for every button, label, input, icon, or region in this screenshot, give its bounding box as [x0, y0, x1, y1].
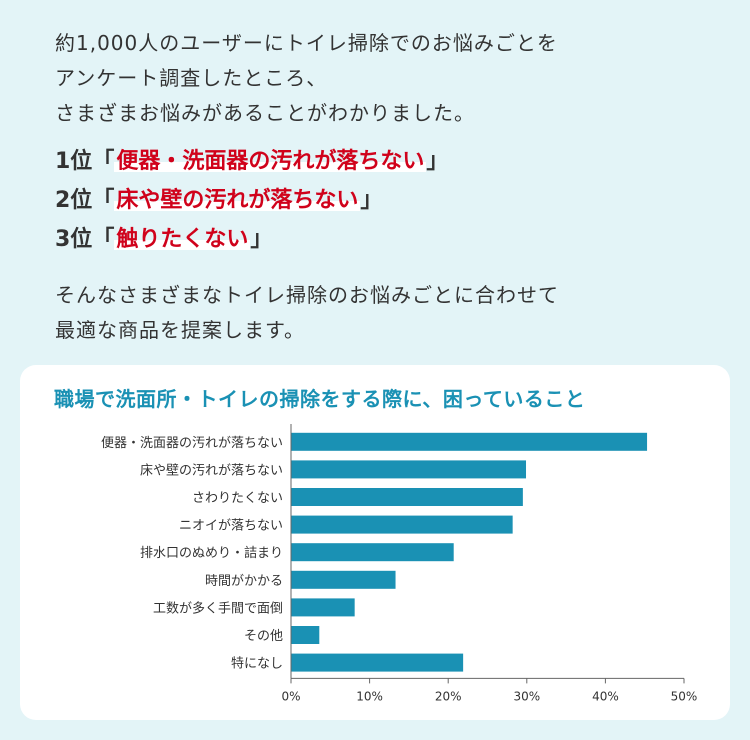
rank-open-bracket: 「: [92, 149, 115, 174]
rank-close-bracket: 」: [426, 149, 449, 174]
bar: [291, 626, 320, 644]
rank-number: 3位: [55, 227, 93, 252]
category-label: 工数が多く手間で面倒: [153, 600, 283, 616]
x-tick-label: 10%: [356, 689, 383, 703]
chart-card: 職場で洗面所・トイレの掃除をする際に、困っていること 便器・洗面器の汚れが落ちな…: [20, 365, 730, 720]
ranking-list: 1位「便器・洗面器の汚れが落ちない」 2位「床や壁の汚れが落ちない」 3位「触り…: [55, 142, 745, 259]
category-label: 床や壁の汚れが落ちない: [140, 463, 283, 478]
rank-number: 1位: [55, 149, 93, 174]
intro-text: 約1,000人のユーザーにトイレ掃除でのお悩みごとを アンケート調査したところ、…: [55, 26, 735, 131]
bar-chart: 便器・洗面器の汚れが落ちない床や壁の汚れが落ちないさわりたくないニオイが落ちない…: [101, 424, 698, 703]
rank-close-bracket: 」: [250, 227, 273, 252]
x-tick-label: 0%: [281, 689, 300, 703]
category-label: 特になし: [231, 657, 283, 672]
bar: [291, 432, 648, 451]
x-tick-label: 40%: [592, 689, 619, 703]
outro-text: そんなさまざまなトイレ掃除のお悩みごとに合わせて 最適な商品を提案します。: [55, 278, 735, 348]
category-label: ニオイが落ちない: [179, 519, 283, 534]
category-label: 排水口のぬめり・詰まり: [140, 545, 283, 561]
category-label: 便器・洗面器の汚れが落ちない: [101, 436, 283, 451]
rank-number: 2位: [55, 188, 93, 213]
chart-title: 職場で洗面所・トイレの掃除をする際に、困っていること: [54, 387, 586, 411]
outro-line: そんなさまざまなトイレ掃除のお悩みごとに合わせて: [55, 283, 559, 307]
intro-line: さまざまお悩みがあることがわかりました。: [55, 101, 475, 125]
bar: [291, 570, 396, 589]
rank-1: 1位「便器・洗面器の汚れが落ちない」: [55, 142, 745, 181]
rank-3: 3位「触りたくない」: [55, 220, 745, 259]
intro-line: 約1,000人のユーザーにトイレ掃除でのお悩みごとを: [55, 31, 558, 55]
x-tick-label: 20%: [435, 689, 462, 703]
x-tick-label: 50%: [671, 689, 698, 703]
bar: [291, 515, 513, 534]
outro-line: 最適な商品を提案します。: [55, 318, 305, 342]
intro-line: アンケート調査したところ、: [55, 66, 328, 90]
rank-item-text: 便器・洗面器の汚れが落ちない: [114, 149, 427, 174]
rank-open-bracket: 「: [92, 188, 115, 213]
bar: [291, 598, 355, 617]
bar: [291, 488, 523, 506]
bar: [291, 653, 464, 672]
rank-item-text: 床や壁の汚れが落ちない: [114, 188, 361, 213]
category-label: 時間がかかる: [205, 574, 283, 589]
category-label: さわりたくない: [192, 491, 283, 506]
rank-open-bracket: 「: [92, 227, 115, 252]
bar: [291, 543, 454, 562]
category-label: その他: [244, 629, 283, 644]
rank-item-text: 触りたくない: [114, 227, 251, 252]
bar: [291, 460, 527, 479]
rank-close-bracket: 」: [360, 188, 383, 213]
rank-2: 2位「床や壁の汚れが落ちない」: [55, 181, 745, 220]
x-tick-label: 30%: [513, 689, 540, 703]
